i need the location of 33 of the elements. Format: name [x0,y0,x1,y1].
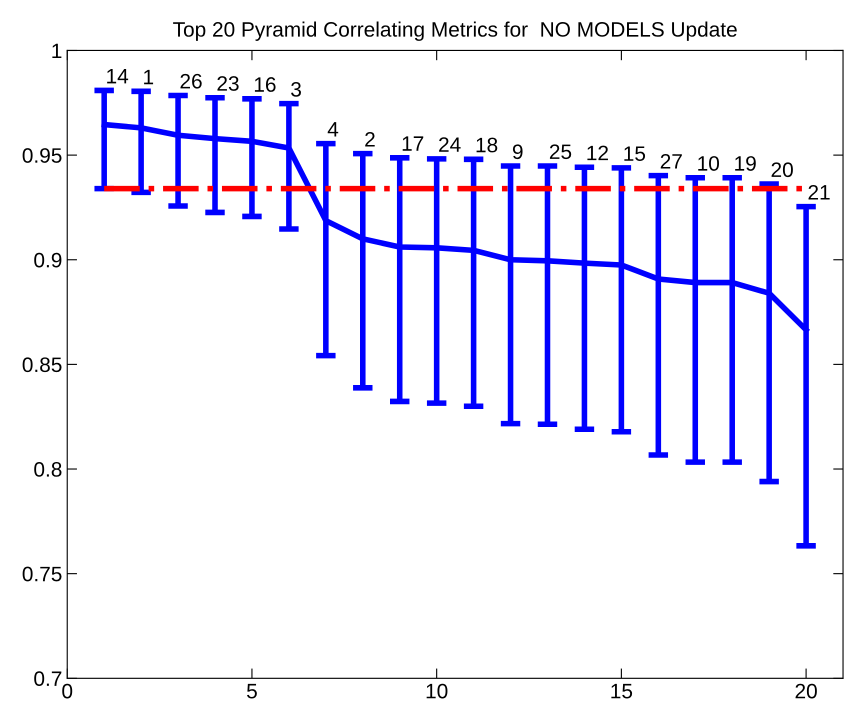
x-tick-label: 20 [796,684,817,698]
y-tick-label: 0.7 [34,671,62,686]
annotation: 14 [107,69,128,84]
annotation: 1 [144,70,154,84]
annotation: 26 [180,74,202,89]
annotation: 9 [512,144,523,160]
annotation: 2 [365,132,375,147]
annotation: 25 [550,144,572,160]
x-tick-label: 10 [426,684,448,698]
annotation: 20 [772,162,793,178]
annotation: 18 [476,138,498,152]
annotation: 3 [291,82,301,97]
chart-title: Top 20 Pyramid Correlating Metrics for NO MODELS Update [173,21,737,41]
annotation: 24 [439,137,461,152]
annotation: 16 [254,77,276,92]
annotation: 10 [698,156,720,171]
annotation: 15 [624,146,646,161]
y-tick-label: 0.85 [22,357,62,372]
annotation: 4 [328,122,338,137]
x-tick-label: 5 [246,684,257,698]
annotation: 17 [402,136,424,151]
y-tick-label: 0.8 [34,462,62,477]
annotation: 19 [735,156,756,171]
y-tick-label: 1 [52,44,62,58]
y-tick-label: 0.9 [34,252,62,268]
annotation: 27 [660,154,682,169]
x-tick-label: 15 [611,684,632,698]
annotation: 21 [808,184,830,200]
annotation: 12 [587,146,608,160]
y-tick-label: 0.95 [22,148,62,163]
annotation: 23 [217,76,239,91]
x-tick-label: 0 [62,684,72,698]
y-tick-label: 0.75 [22,566,62,582]
